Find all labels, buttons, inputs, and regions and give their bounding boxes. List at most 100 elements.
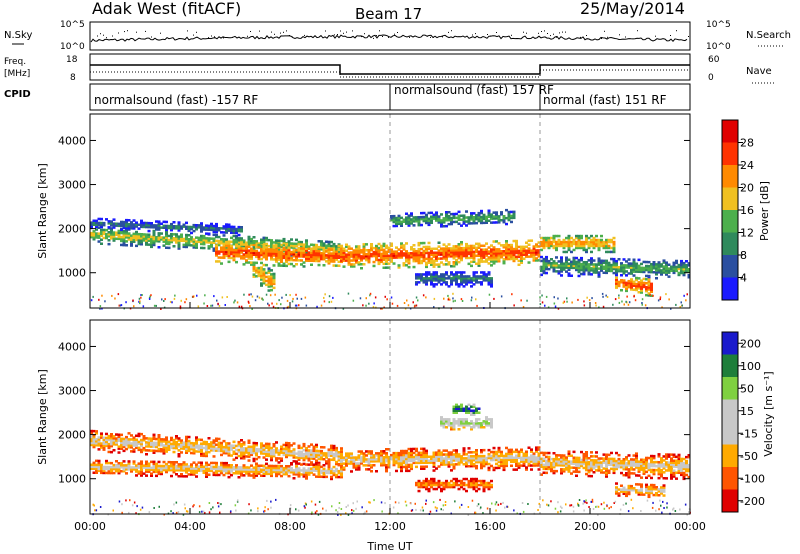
heatmap-cell (135, 440, 138, 443)
heatmap-cell (647, 276, 651, 280)
heatmap-cell (530, 249, 533, 252)
heatmap-cell (315, 249, 318, 253)
heatmap-cell (102, 442, 106, 445)
heatmap-cell (150, 474, 153, 477)
heatmap-cell (260, 247, 263, 251)
heatmap-cell (255, 470, 258, 473)
heatmap-cell (342, 462, 346, 465)
heatmap-cell (495, 466, 498, 470)
heatmap-cell (322, 242, 326, 245)
heatmap-cell (117, 222, 121, 226)
heatmap-cell (425, 263, 428, 267)
heatmap-cell (257, 242, 261, 245)
heatmap-cell (277, 470, 281, 474)
heatmap-cell (317, 245, 321, 249)
heatmap-cell (437, 455, 441, 458)
heatmap-cell (475, 271, 478, 274)
heatmap-cell (125, 222, 128, 226)
heatmap-cell (132, 442, 136, 445)
heatmap-cell (267, 450, 271, 454)
heatmap-cell (457, 256, 461, 260)
heatmap-cell (225, 223, 228, 226)
heatmap-cell (455, 463, 458, 466)
heatmap-cell (315, 449, 318, 453)
heatmap-cell (220, 449, 223, 453)
heatmap-cell (330, 467, 333, 471)
heatmap-cell (515, 251, 518, 255)
heatmap-cell (442, 281, 446, 284)
heatmap-cell (247, 255, 251, 258)
heatmap-cell (390, 250, 393, 253)
heatmap-cell (160, 450, 163, 453)
heatmap-cell (355, 253, 358, 256)
nsearch-dot (376, 35, 377, 37)
heatmap-cell (675, 267, 678, 271)
heatmap-cell (642, 281, 646, 285)
heatmap-cell (182, 245, 186, 249)
heatmap-cell (322, 248, 326, 251)
heatmap-cell (472, 411, 476, 414)
heatmap-cell (255, 255, 258, 259)
heatmap-cell (655, 277, 658, 280)
heatmap-cell (475, 262, 478, 265)
heatmap-cell (495, 456, 498, 460)
heatmap-cell (340, 257, 343, 260)
heatmap-cell (377, 452, 381, 455)
heatmap-cell (267, 279, 271, 282)
heatmap-cell (180, 467, 183, 470)
heatmap-cell (395, 246, 398, 249)
heatmap-cell (222, 240, 226, 243)
heatmap-cell (410, 212, 413, 215)
heatmap-cell (172, 438, 176, 442)
heatmap-cell (397, 218, 401, 222)
heatmap-cell (177, 225, 181, 228)
heatmap-cell (437, 277, 441, 280)
heatmap-cell (250, 247, 253, 250)
heatmap-cell (207, 450, 211, 454)
heatmap-cell (247, 472, 251, 475)
heatmap-cell (256, 295, 259, 298)
heatmap-cell (147, 449, 151, 452)
heatmap-cell (627, 272, 631, 275)
heatmap-cell (422, 294, 425, 297)
heatmap-cell (237, 440, 241, 444)
heatmap-cell (450, 461, 453, 464)
heatmap-cell (452, 275, 456, 278)
heatmap-cell (165, 466, 168, 470)
heatmap-cell (355, 466, 358, 469)
heatmap-cell (482, 275, 486, 278)
heatmap-cell (262, 242, 266, 246)
heatmap-cell (470, 248, 473, 252)
heatmap-cell (510, 243, 513, 247)
heatmap-cell (107, 469, 111, 473)
heatmap-cell (562, 262, 566, 265)
heatmap-cell (317, 451, 321, 455)
heatmap-cell (390, 218, 393, 222)
heatmap-cell (450, 281, 453, 284)
heatmap-cell (475, 451, 478, 454)
heatmap-cell (368, 302, 370, 305)
heatmap-cell (260, 276, 263, 279)
heatmap-cell (432, 453, 436, 456)
heatmap-cell (250, 468, 253, 471)
heatmap-cell (305, 239, 308, 242)
heatmap-cell (92, 429, 96, 433)
heatmap-cell (222, 469, 226, 473)
heatmap-cell (277, 464, 281, 468)
heatmap-cell (282, 470, 286, 474)
heatmap-cell (315, 463, 318, 466)
heatmap-cell (513, 304, 515, 307)
heatmap-cell (447, 251, 451, 254)
heatmap-cell (100, 446, 103, 449)
heatmap-cell (430, 263, 433, 266)
heatmap-cell (310, 451, 313, 454)
heatmap-cell (280, 451, 283, 454)
heatmap-cell (280, 260, 283, 263)
heatmap-cell (357, 249, 361, 252)
heatmap-cell (450, 222, 453, 226)
heatmap-cell (92, 471, 96, 474)
heatmap-cell (280, 474, 283, 478)
heatmap-cell (365, 258, 368, 262)
heatmap-cell (687, 274, 691, 277)
nsearch-dot (259, 30, 260, 32)
